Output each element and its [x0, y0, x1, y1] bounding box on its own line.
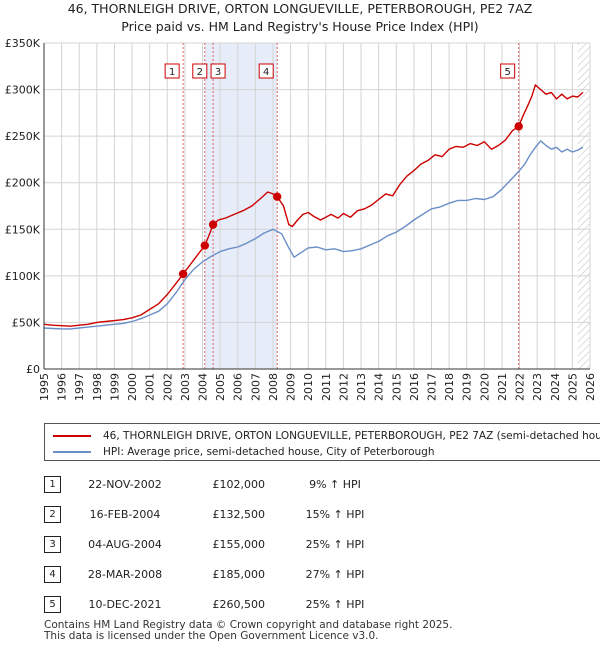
- x-tick-label: 2019: [461, 373, 474, 401]
- sale-hpi-change: 15% ↑ HPI: [305, 508, 365, 521]
- footer-line2: This data is licensed under the Open Gov…: [44, 630, 379, 642]
- sale-hpi-change: 25% ↑ HPI: [305, 538, 365, 551]
- sale-marker-box: [192, 63, 208, 79]
- x-tick-label: 2015: [390, 373, 403, 401]
- x-tick-label: 2016: [408, 373, 421, 401]
- y-tick-label: £350K: [5, 37, 41, 50]
- x-tick-label: 1996: [56, 373, 69, 401]
- x-tick-label: 2025: [566, 373, 579, 401]
- sale-price: £260,500: [212, 598, 266, 611]
- x-tick-label: 2006: [232, 373, 245, 401]
- legend-swatch-property: [53, 435, 91, 437]
- sale-marker-box: [210, 63, 226, 79]
- x-tick-label: 2020: [478, 373, 491, 401]
- projection-hatch: [577, 43, 590, 369]
- x-tick-label: 1997: [73, 373, 86, 401]
- sale-number-badge: 1: [44, 476, 61, 493]
- sale-point: [208, 220, 218, 229]
- shaded-period: [204, 43, 278, 369]
- x-tick-label: 2022: [514, 373, 527, 401]
- sale-row: 3 04-AUG-2004 £155,000 25% ↑ HPI: [0, 536, 600, 556]
- sale-marker-box: [500, 63, 516, 79]
- x-tick-label: 2017: [425, 373, 438, 401]
- x-tick-label: 2010: [302, 373, 315, 401]
- sale-date: 22-NOV-2002: [88, 478, 162, 491]
- legend-swatch-hpi: [53, 451, 91, 453]
- chart-title-line1: 46, THORNLEIGH DRIVE, ORTON LONGUEVILLE,…: [67, 1, 533, 16]
- sale-price: £185,000: [212, 568, 266, 581]
- sale-marker-box: [164, 63, 180, 79]
- y-tick-label: £250K: [5, 130, 41, 143]
- legend-label-hpi: HPI: Average price, semi-detached house,…: [103, 446, 435, 458]
- x-tick-label: 2014: [373, 373, 386, 401]
- sale-number-badge: 5: [44, 596, 61, 613]
- sale-row: 2 16-FEB-2004 £132,500 15% ↑ HPI: [0, 506, 600, 526]
- sale-marker-label: 1: [169, 67, 175, 78]
- sale-marker-label: 5: [504, 67, 510, 78]
- sale-date: 16-FEB-2004: [89, 508, 161, 521]
- x-tick-label: 2024: [549, 373, 562, 401]
- sale-hpi-change: 25% ↑ HPI: [305, 598, 365, 611]
- sale-price: £132,500: [212, 508, 266, 521]
- sale-hpi-change: 9% ↑ HPI: [309, 478, 361, 491]
- chart-legend: 46, THORNLEIGH DRIVE, ORTON LONGUEVILLE,…: [44, 423, 600, 461]
- sale-row: 1 22-NOV-2002 £102,000 9% ↑ HPI: [0, 476, 600, 496]
- legend-label-property: 46, THORNLEIGH DRIVE, ORTON LONGUEVILLE,…: [103, 430, 600, 442]
- x-tick-label: 2007: [249, 373, 262, 401]
- sale-hpi-change: 27% ↑ HPI: [305, 568, 365, 581]
- sale-row: 4 28-MAR-2008 £185,000 27% ↑ HPI: [0, 566, 600, 586]
- x-tick-label: 2018: [443, 373, 456, 401]
- price-chart: £0 £50K £100K £150K £200K £250K £300K £350K 1995…: [5, 37, 597, 401]
- plot-area: [44, 43, 590, 369]
- x-tick-label: 1995: [38, 373, 51, 401]
- x-tick-label: 2026: [584, 373, 597, 401]
- sale-marker-label: 3: [215, 67, 221, 78]
- sale-number-badge: 3: [44, 536, 61, 553]
- sale-point: [200, 241, 210, 250]
- sale-point: [514, 122, 523, 131]
- y-tick-label: £200K: [5, 177, 41, 190]
- x-tick-label: 1999: [108, 373, 121, 401]
- hpi-line: [43, 140, 584, 330]
- sale-marker-box: [258, 63, 274, 79]
- sale-row: 5 10-DEC-2021 £260,500 25% ↑ HPI: [0, 596, 600, 616]
- y-tick-label: £100K: [5, 270, 41, 283]
- sale-marker-label: 2: [197, 67, 203, 78]
- sale-marker-label: 4: [263, 67, 269, 78]
- x-tick-label: 2005: [214, 373, 227, 401]
- x-tick-label: 2009: [285, 373, 298, 401]
- chart-title: 46, THORNLEIGH DRIVE, ORTON LONGUEVILLE,…: [0, 0, 600, 36]
- y-tick-label: £300K: [5, 84, 41, 97]
- sale-date: 04-AUG-2004: [88, 538, 162, 551]
- y-tick-label: £150K: [5, 223, 41, 236]
- x-tick-label: 2008: [267, 373, 280, 401]
- sale-price: £155,000: [212, 538, 266, 551]
- chart-title-line2: Price paid vs. HM Land Registry's House …: [121, 19, 479, 34]
- sale-price: £102,000: [212, 478, 266, 491]
- sale-date: 28-MAR-2008: [87, 568, 163, 581]
- legend-item-hpi: HPI: Average price, semi-detached house,…: [53, 445, 435, 459]
- sale-number-badge: 2: [44, 506, 61, 523]
- sale-date: 10-DEC-2021: [88, 598, 162, 611]
- x-tick-label: 2001: [144, 373, 157, 401]
- x-tick-label: 2011: [320, 373, 333, 401]
- x-tick-label: 2021: [496, 373, 509, 401]
- footer-attribution: Contains HM Land Registry data © Crown c…: [44, 620, 452, 642]
- x-tick-label: 2000: [126, 373, 139, 401]
- sale-number-badge: 4: [44, 566, 61, 583]
- y-tick-label: £50K: [12, 316, 41, 329]
- x-tick-label: 2003: [179, 373, 192, 401]
- legend-item-property: 46, THORNLEIGH DRIVE, ORTON LONGUEVILLE,…: [53, 429, 600, 443]
- x-tick-label: 2023: [531, 373, 544, 401]
- x-tick-label: 2013: [355, 373, 368, 401]
- sale-point: [178, 269, 188, 279]
- y-tick-label: £0: [26, 363, 40, 376]
- footer-line1: Contains HM Land Registry data © Crown c…: [44, 619, 453, 631]
- sale-point: [272, 192, 282, 201]
- x-tick-label: 2012: [337, 373, 350, 401]
- x-tick-label: 1998: [91, 373, 104, 401]
- x-tick-label: 2004: [197, 373, 210, 401]
- x-tick-label: 2002: [161, 373, 174, 401]
